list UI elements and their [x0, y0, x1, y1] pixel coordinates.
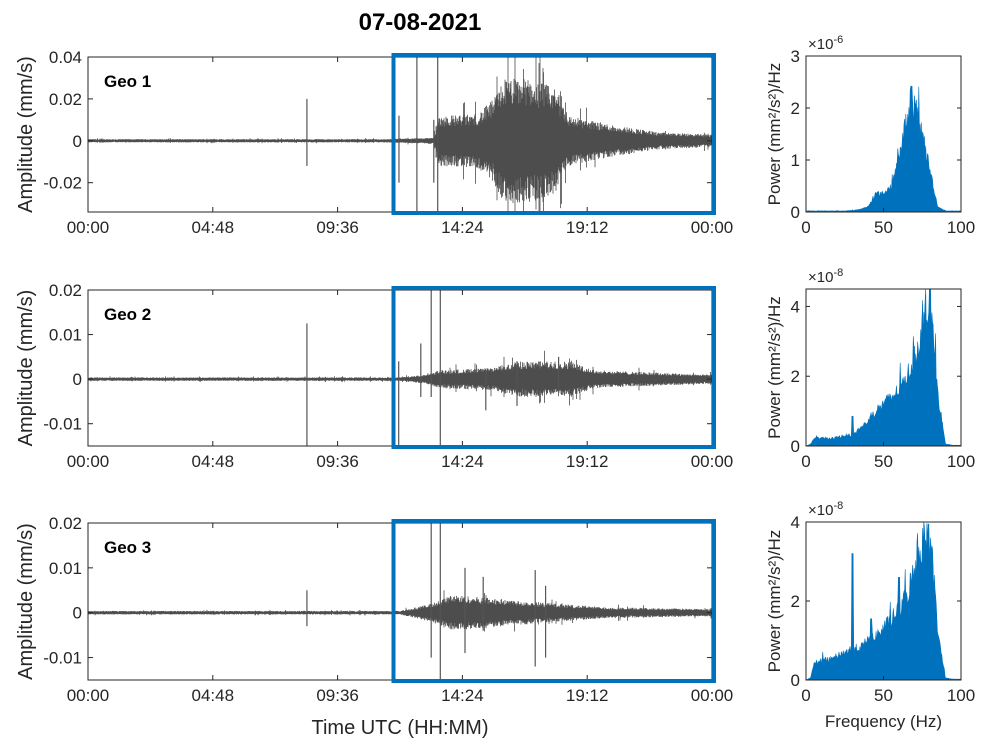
- x-tick-label: 14:24: [441, 218, 484, 237]
- y-axis-label: Power (mm²/s²)/Hz: [765, 63, 784, 206]
- x-tick-label: 00:00: [691, 686, 734, 705]
- y-tick-label: 2: [791, 367, 800, 386]
- spectrum-axes-box: [805, 55, 962, 213]
- waveform-trace: [87, 57, 713, 212]
- exponent-label: ×10-6: [808, 34, 843, 53]
- geophone-label: Geo 2: [104, 305, 151, 324]
- y-axis-label: Power (mm²/s²)/Hz: [765, 530, 784, 673]
- figure-title: 07-08-2021: [359, 9, 482, 36]
- y-tick-label: 0: [791, 203, 800, 222]
- y-tick-label: 0: [791, 671, 800, 690]
- y-tick-label: 0.02: [49, 514, 82, 533]
- y-tick-label: 0: [791, 437, 800, 456]
- spectrum-area: [805, 85, 962, 213]
- y-tick-label: 1: [791, 151, 800, 170]
- x-tick-label: 04:48: [192, 686, 235, 705]
- y-tick-label: 2: [791, 99, 800, 118]
- x-tick-label: 50: [874, 686, 893, 705]
- y-tick-label: -0.02: [43, 174, 82, 193]
- highlight-box: [391, 519, 716, 683]
- y-tick-label: 0: [73, 132, 82, 151]
- x-tick-label: 100: [947, 218, 975, 237]
- exponent-base: ×10: [808, 36, 833, 53]
- y-tick-label: 0.02: [49, 281, 82, 300]
- x-tick-label: 0: [801, 686, 810, 705]
- x-tick-label: 00:00: [67, 686, 110, 705]
- y-tick-label: 0.04: [49, 48, 82, 67]
- x-axis-label: Time UTC (HH:MM): [311, 717, 488, 739]
- x-tick-label: 14:24: [441, 452, 484, 471]
- x-tick-label: 19:12: [566, 686, 609, 705]
- x-tick-label: 00:00: [67, 452, 110, 471]
- y-axis-label: Amplitude (mm/s): [15, 290, 37, 447]
- waveform-trace: [87, 350, 713, 406]
- x-tick-label: 09:36: [316, 218, 359, 237]
- waveform-axes-box: [87, 289, 713, 447]
- exponent-base: ×10: [808, 502, 833, 519]
- spectrum-panel-3: 0 50 100 0 2 4 ×10-8 Power (mm²/s²)/Hz Frequency…: [765, 500, 975, 731]
- y-tick-label: 0.01: [49, 559, 82, 578]
- spectrum-area: [805, 288, 962, 447]
- x-tick-label: 19:12: [566, 452, 609, 471]
- y-tick-label: 4: [791, 297, 800, 316]
- x-tick-label: 0: [801, 452, 810, 471]
- x-tick-label: 100: [947, 686, 975, 705]
- x-tick-label: 19:12: [566, 218, 609, 237]
- x-tick-label: 100: [947, 452, 975, 471]
- waveform-axes-box: [87, 522, 713, 681]
- exponent-power: -6: [833, 34, 843, 46]
- x-axis-label: Frequency (Hz): [825, 712, 942, 731]
- spectrum-area: [805, 521, 962, 681]
- y-tick-label: -0.01: [43, 415, 82, 434]
- x-tick-label: 50: [874, 218, 893, 237]
- spectrum-panel-1: 0 50 100 0 1 2 3 ×10-6 Power (mm²/s²)/Hz: [765, 34, 975, 237]
- y-tick-label: 0: [73, 604, 82, 623]
- x-tick-label: 09:36: [316, 686, 359, 705]
- waveform-trace: [87, 590, 713, 632]
- geophone-label: Geo 1: [104, 72, 151, 91]
- y-tick-label: -0.01: [43, 649, 82, 668]
- y-tick-label: 3: [791, 47, 800, 66]
- exponent-base: ×10: [808, 269, 833, 286]
- x-tick-label: 00:00: [691, 218, 734, 237]
- exponent-power: -8: [833, 267, 843, 279]
- highlight-box: [391, 53, 716, 215]
- y-tick-label: 0: [73, 370, 82, 389]
- x-tick-label: 04:48: [192, 452, 235, 471]
- y-axis-label: Power (mm²/s²)/Hz: [765, 296, 784, 439]
- y-axis-label: Amplitude (mm/s): [15, 56, 37, 213]
- x-tick-label: 0: [801, 218, 810, 237]
- y-axis-label: Amplitude (mm/s): [15, 523, 37, 680]
- y-tick-label: 0.02: [49, 90, 82, 109]
- exponent-label: ×10-8: [808, 500, 843, 519]
- waveform-panel-3: 00:00 04:48 09:36 14:24 19:12 00:00 0.02 0.01 0 -…: [15, 514, 733, 739]
- x-tick-label: 04:48: [192, 218, 235, 237]
- x-tick-label: 00:00: [67, 218, 110, 237]
- geophone-label: Geo 3: [104, 538, 151, 557]
- x-tick-label: 50: [874, 452, 893, 471]
- spectrum-panel-2: 0 50 100 0 2 4 ×10-8 Power (mm²/s²)/Hz: [765, 267, 975, 471]
- x-tick-label: 09:36: [316, 452, 359, 471]
- waveform-panel-2: 00:00 04:48 09:36 14:24 19:12 00:00 0.02 0.01 0 -…: [15, 281, 733, 471]
- exponent-power: -8: [833, 500, 843, 512]
- x-tick-label: 00:00: [691, 452, 734, 471]
- x-tick-label: 14:24: [441, 686, 484, 705]
- y-tick-label: 4: [791, 513, 800, 532]
- y-tick-label: 2: [791, 592, 800, 611]
- highlight-box: [391, 286, 716, 449]
- y-tick-label: 0.01: [49, 326, 82, 345]
- exponent-label: ×10-8: [808, 267, 843, 286]
- waveform-panel-1: 00:00 04:48 09:36 14:24 19:12 00:00 0.04 0.02 0 -…: [15, 48, 733, 237]
